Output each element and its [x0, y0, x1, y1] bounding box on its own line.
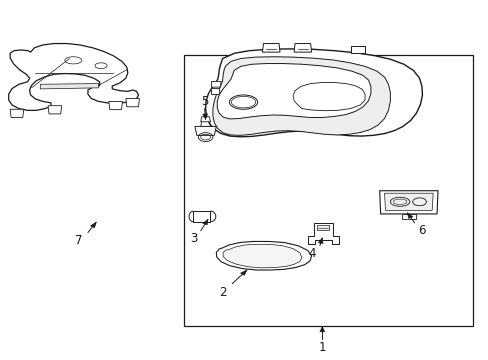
Polygon shape: [407, 213, 412, 219]
Polygon shape: [351, 46, 365, 53]
Polygon shape: [307, 223, 338, 244]
Polygon shape: [205, 49, 422, 137]
Polygon shape: [9, 44, 138, 111]
Polygon shape: [203, 219, 207, 225]
Polygon shape: [195, 126, 216, 135]
Polygon shape: [203, 114, 207, 119]
Polygon shape: [201, 117, 210, 122]
Text: 6: 6: [417, 224, 425, 237]
Text: 1: 1: [318, 341, 325, 354]
Text: 4: 4: [308, 247, 316, 260]
Polygon shape: [90, 222, 96, 228]
Text: 3: 3: [189, 233, 197, 246]
Text: 2: 2: [219, 286, 226, 299]
Polygon shape: [211, 88, 219, 94]
Polygon shape: [109, 102, 122, 110]
Text: 5: 5: [201, 95, 208, 108]
Polygon shape: [40, 84, 99, 89]
Polygon shape: [48, 106, 61, 114]
Polygon shape: [10, 109, 24, 117]
Polygon shape: [319, 327, 324, 332]
Bar: [183, 55, 472, 327]
Polygon shape: [317, 225, 328, 230]
Polygon shape: [379, 191, 437, 214]
Polygon shape: [193, 211, 210, 222]
Polygon shape: [223, 244, 301, 268]
Polygon shape: [211, 81, 221, 87]
Polygon shape: [292, 82, 365, 111]
Polygon shape: [401, 214, 415, 219]
Polygon shape: [217, 64, 370, 119]
Polygon shape: [318, 238, 323, 243]
Polygon shape: [262, 44, 280, 52]
Polygon shape: [293, 44, 311, 52]
Polygon shape: [125, 99, 139, 107]
Text: 7: 7: [75, 234, 83, 247]
Polygon shape: [384, 193, 432, 210]
Polygon shape: [240, 270, 246, 275]
Polygon shape: [212, 57, 389, 135]
Polygon shape: [216, 242, 311, 270]
